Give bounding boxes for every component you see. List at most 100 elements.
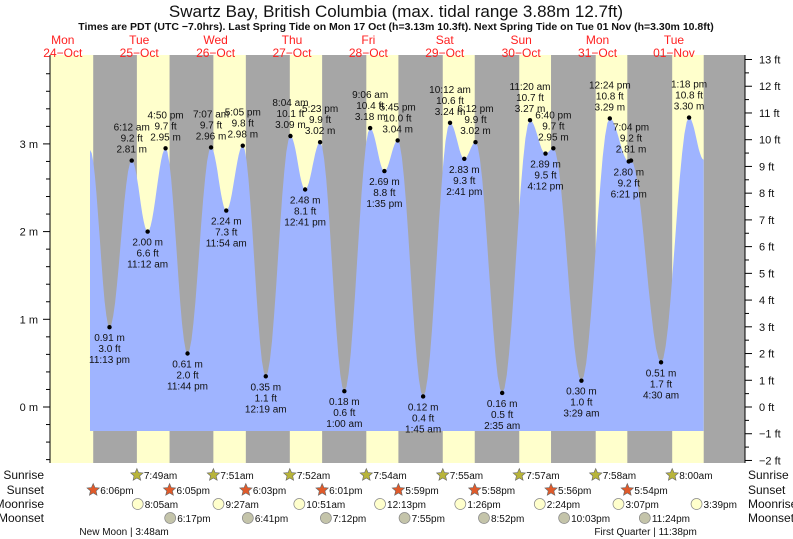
- high-tide-point: [317, 139, 323, 145]
- high-tide-time: 9:06 am: [352, 90, 388, 101]
- high-tide-ft: 9.7 ft: [154, 121, 176, 132]
- sunset-star-icon: [86, 482, 101, 496]
- high-tide-m: 2.96 m: [196, 131, 227, 142]
- low-tide-ft: 1.7 ft: [650, 379, 672, 390]
- low-tide-m: 2.69 m: [369, 177, 400, 188]
- moon-phase-label: First Quarter | 11:38pm: [594, 527, 696, 538]
- moonrise-time: 9:27am: [225, 500, 258, 511]
- low-tide-ft: 7.3 ft: [215, 228, 237, 239]
- moonset-time: 7:55pm: [412, 514, 445, 525]
- low-tide-time: 4:12 pm: [527, 182, 563, 193]
- high-tide-m: 3.09 m: [275, 120, 306, 131]
- low-tide-ft: 0.5 ft: [491, 410, 513, 421]
- low-tide-m: 0.30 m: [566, 387, 597, 398]
- right-tick-label: 13 ft: [759, 55, 780, 67]
- moonset-time: 6:41pm: [255, 514, 288, 525]
- sunset-time: 5:59pm: [405, 486, 438, 497]
- moon-phase-label: New Moon | 3:48am: [79, 527, 168, 538]
- high-tide-point: [628, 158, 634, 163]
- high-tide-ft: 9.8 ft: [232, 119, 254, 130]
- low-tide-point: [499, 390, 505, 396]
- high-tide-m: 2.95 m: [538, 132, 569, 143]
- high-tide-ft: 9.9 ft: [309, 115, 331, 126]
- low-tide-ft: 8.1 ft: [294, 207, 316, 218]
- high-tide-m: 3.27 m: [515, 104, 546, 115]
- moonrise-icon: [212, 498, 225, 510]
- low-tide-m: 2.80 m: [613, 167, 644, 178]
- moonset-icon: [398, 512, 411, 524]
- sunrise-star-icon: [512, 467, 527, 481]
- right-tick-label: 2 ft: [759, 349, 774, 361]
- high-tide-time: 11:20 am: [510, 82, 551, 93]
- left-tick-label: 0 m: [20, 402, 38, 414]
- tide-area: [90, 117, 704, 431]
- low-tide-point: [185, 351, 190, 356]
- low-tide-m: 0.61 m: [172, 360, 203, 371]
- moonset-time: 10:03pm: [571, 514, 610, 525]
- high-tide-ft: 10.6 ft: [436, 96, 464, 107]
- high-tide-point: [473, 139, 478, 145]
- high-tide-time: 8:04 am: [272, 98, 308, 109]
- high-tide-time: 6:12 am: [114, 123, 150, 134]
- low-tide-ft: 1.0 ft: [570, 398, 592, 409]
- high-tide-time: 6:40 pm: [535, 110, 571, 121]
- high-tide-time: 5:23 pm: [302, 104, 338, 115]
- low-tide-time: 11:13 pm: [89, 355, 130, 366]
- moonset-icon: [558, 512, 570, 524]
- right-tick-label: −2 ft: [759, 455, 781, 467]
- low-tide-ft: 1.1 ft: [255, 393, 277, 404]
- left-tick-label: 1 m: [20, 314, 38, 326]
- sunrise-time: 7:49am: [144, 471, 177, 482]
- day-label-dow: Wed: [203, 33, 227, 47]
- low-tide-time: 4:30 am: [643, 390, 679, 401]
- high-tide-time: 12:24 pm: [589, 80, 631, 91]
- moonrise-time: 12:13pm: [387, 500, 426, 511]
- sunset-time: 6:05pm: [177, 486, 210, 497]
- high-tide-point: [527, 118, 533, 123]
- moonset-time: 6:17pm: [177, 514, 210, 525]
- day-label-dow: Tue: [664, 33, 685, 47]
- sunset-time: 6:03pm: [253, 486, 286, 497]
- sunrise-time: 7:58am: [603, 471, 636, 482]
- high-tide-ft: 10.4 ft: [356, 101, 384, 112]
- right-tick-label: 7 ft: [759, 215, 774, 227]
- high-tide-point: [607, 116, 613, 121]
- high-tide-m: 2.81 m: [116, 145, 147, 156]
- moonrise-time: 2:24pm: [547, 500, 580, 511]
- moonset-icon: [242, 512, 254, 524]
- low-tide-point: [342, 389, 347, 394]
- right-tick-label: −1 ft: [759, 429, 781, 441]
- moonrise-icon: [454, 498, 467, 510]
- low-tide-m: 0.16 m: [487, 399, 518, 410]
- moonrise-row-label-left: Moonrise: [0, 497, 44, 511]
- high-tide-m: 3.29 m: [595, 102, 626, 113]
- right-tick-label: 0 ft: [759, 402, 774, 414]
- high-tide-m: 3.02 m: [305, 126, 336, 137]
- low-tide-time: 12:19 am: [245, 404, 287, 415]
- high-tide-m: 2.95 m: [150, 132, 181, 143]
- moonrise-time: 3:07pm: [625, 500, 658, 511]
- low-tide-time: 2:35 am: [484, 421, 520, 432]
- sun-moon-events: Sunrise Sunrise 7:49am 7:51am 7:52am 7:54am 7:…: [0, 467, 793, 538]
- high-tide-m: 3.30 m: [674, 102, 705, 113]
- sunset-time: 5:56pm: [558, 486, 591, 497]
- right-tick-label: 6 ft: [759, 242, 774, 254]
- sunrise-row-label-right: Sunrise: [748, 468, 789, 482]
- right-tick-label: 9 ft: [759, 161, 774, 173]
- moonset-row-label-left: Moonset: [0, 511, 45, 525]
- low-tide-ft: 6.6 ft: [137, 249, 159, 260]
- sunset-star-icon: [391, 482, 406, 496]
- low-tide-point: [658, 360, 664, 365]
- sunrise-star-icon: [665, 467, 680, 481]
- moonrise-row-label-right: Moonrise: [748, 497, 793, 511]
- low-tide-point: [420, 394, 426, 399]
- sunrise-star-icon: [206, 467, 221, 481]
- left-tick-label: 2 m: [20, 227, 38, 239]
- sunset-star-icon: [544, 482, 558, 496]
- low-tide-m: 0.18 m: [329, 397, 360, 408]
- moonset-row-label-right: Moonset: [748, 511, 793, 525]
- high-tide-m: 2.98 m: [227, 130, 258, 141]
- high-tide-ft: 9.7 ft: [542, 121, 564, 132]
- right-tick-label: 1 ft: [759, 375, 774, 387]
